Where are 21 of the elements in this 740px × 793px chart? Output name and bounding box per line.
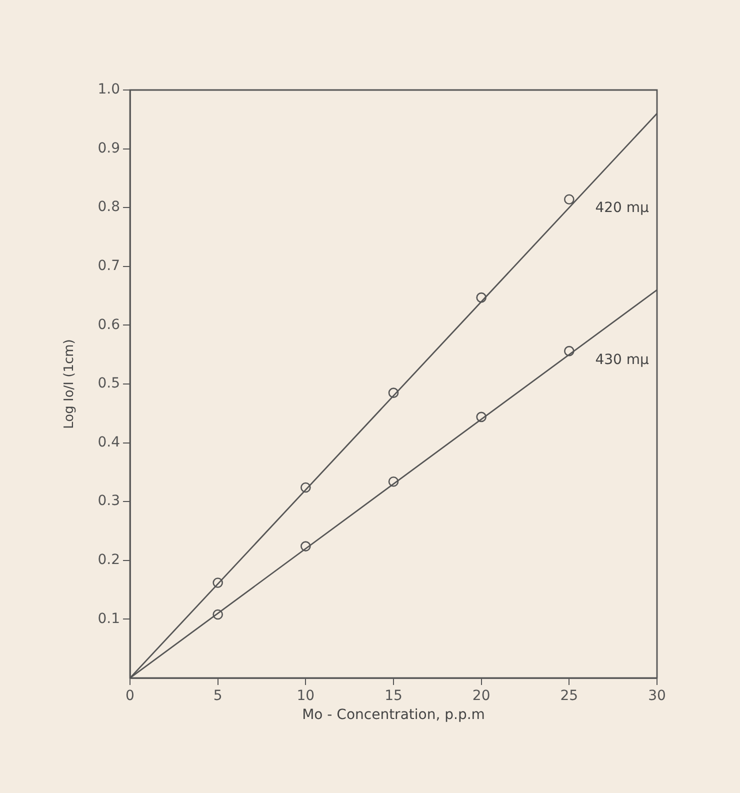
x-tick-label: 5 [213,688,222,704]
series-label: 420 mμ [595,200,650,216]
y-tick-label: 0.2 [98,552,120,568]
y-tick-label: 1.0 [98,82,120,98]
y-tick-label: 0.7 [98,258,120,274]
y-tick-label: 0.4 [98,434,120,450]
y-axis-title: Log Io/I (1cm) [62,339,78,429]
x-axis-title: Mo - Concentration, p.p.m [302,707,485,724]
x-tick-label: 15 [384,688,402,704]
y-tick-label: 0.6 [98,316,120,333]
x-tick-label: 0 [126,688,134,704]
y-tick-label: 0.5 [98,376,120,392]
x-tick-label: 30 [648,688,666,704]
y-tick-label: 0.1 [98,610,120,627]
x-tick-label: 20 [472,688,490,704]
x-tick-label: 25 [560,688,578,704]
y-tick-label: 0.8 [98,199,120,216]
y-tick-label: 0.9 [98,140,120,156]
x-tick-label: 10 [296,688,315,704]
series-label: 430 mμ [595,352,650,368]
y-tick-label: 0.3 [98,493,120,510]
